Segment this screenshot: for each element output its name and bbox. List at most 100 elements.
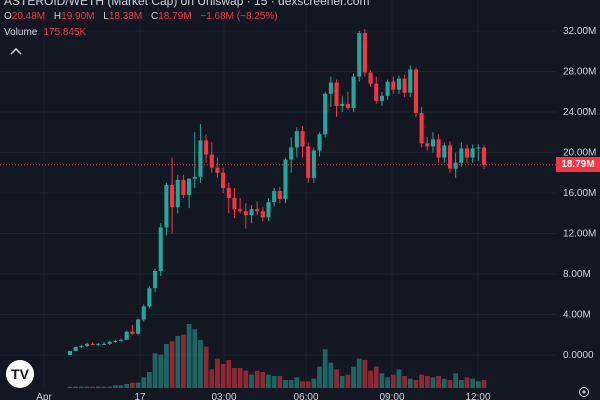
candle-body bbox=[368, 72, 373, 84]
ohlc-legend: O20.48M H19.90M L18.38M C18.79M −1.68M (… bbox=[4, 11, 284, 22]
candle-body bbox=[345, 103, 350, 108]
candle-body bbox=[221, 172, 226, 188]
open-value: 20.48M bbox=[11, 11, 46, 22]
volume-bar bbox=[254, 370, 260, 388]
candle-body bbox=[260, 211, 265, 218]
candle-body bbox=[73, 346, 78, 351]
candle-body bbox=[96, 343, 101, 345]
gear-icon[interactable] bbox=[578, 386, 590, 398]
volume-bar bbox=[147, 372, 152, 388]
candle-body bbox=[147, 288, 152, 307]
candle-body bbox=[436, 139, 441, 158]
candle-body bbox=[476, 147, 481, 149]
tradingview-logo-icon[interactable]: TV bbox=[6, 360, 34, 388]
x-tick-label: 06:00 bbox=[293, 392, 318, 400]
candle-body bbox=[430, 139, 436, 147]
x-tick-label: 17 bbox=[134, 392, 146, 400]
volume-bar bbox=[169, 341, 175, 388]
volume-bar bbox=[300, 381, 305, 388]
candle-body bbox=[402, 78, 407, 93]
candle-body bbox=[101, 343, 107, 345]
open-label: O bbox=[4, 11, 12, 22]
y-tick-label: 24.00M bbox=[563, 107, 596, 118]
volume-bar bbox=[73, 386, 79, 388]
candle-body bbox=[255, 209, 260, 212]
candle-body bbox=[306, 146, 311, 178]
x-tick-label: 12:00 bbox=[465, 392, 490, 400]
candle-body bbox=[396, 78, 401, 90]
volume-bar bbox=[141, 377, 147, 388]
candle-body bbox=[198, 140, 203, 177]
candle-body bbox=[192, 176, 197, 179]
x-tick-label: 03:00 bbox=[211, 392, 236, 400]
close-value: 18.79M bbox=[158, 11, 192, 22]
low-value: 18.38M bbox=[108, 11, 143, 22]
candle-body bbox=[164, 184, 169, 228]
volume-bar bbox=[277, 376, 283, 388]
candle-body bbox=[84, 343, 90, 346]
volume-bar bbox=[345, 374, 351, 388]
candle-body bbox=[79, 345, 84, 347]
volume-bar bbox=[192, 329, 198, 388]
volume-bar bbox=[356, 358, 362, 388]
volume-bar bbox=[441, 378, 447, 388]
candle-body bbox=[419, 113, 424, 144]
x-tick-label: 09:00 bbox=[379, 392, 404, 400]
candle-body bbox=[425, 143, 430, 147]
volume-bar bbox=[198, 340, 203, 388]
candle-body bbox=[374, 83, 379, 101]
y-tick-label: 16.00M bbox=[563, 188, 596, 199]
volume-bar bbox=[220, 364, 226, 388]
volume-bar bbox=[294, 377, 300, 388]
volume-bar bbox=[305, 381, 311, 388]
low-label: L bbox=[103, 11, 109, 22]
candle-body bbox=[442, 145, 447, 158]
volume-bar bbox=[396, 369, 402, 388]
y-tick-label: 32.00M bbox=[563, 26, 596, 37]
x-tick-label: Apr bbox=[36, 392, 52, 400]
volume-bar bbox=[311, 378, 317, 388]
volume-bar bbox=[475, 381, 481, 388]
volume-bar bbox=[464, 377, 470, 388]
candle-body bbox=[67, 350, 73, 355]
volume-bar bbox=[186, 324, 192, 388]
close-label: C bbox=[151, 11, 159, 22]
volume-bar bbox=[447, 380, 453, 388]
volume-bar bbox=[249, 374, 254, 388]
volume-bar bbox=[237, 368, 243, 388]
volume-bar bbox=[317, 366, 322, 388]
y-tick-label: 20.00M bbox=[563, 148, 596, 159]
volume-bar bbox=[339, 376, 345, 388]
volume-bar bbox=[226, 360, 232, 388]
candle-body bbox=[385, 81, 390, 96]
y-tick-label: 8.00M bbox=[563, 269, 591, 280]
candle-body bbox=[175, 179, 180, 208]
chevron-up-icon[interactable] bbox=[6, 44, 26, 58]
candle-body bbox=[447, 145, 453, 169]
candle-body bbox=[209, 154, 214, 168]
x-axis-ticks: Apr 17 03:00 06:00 09:00 12:00 bbox=[36, 392, 491, 400]
candle-body bbox=[170, 184, 175, 208]
candle-body bbox=[391, 81, 396, 90]
volume-bar bbox=[402, 376, 407, 388]
volume-bar bbox=[266, 374, 271, 388]
candle-body bbox=[107, 341, 112, 344]
candle-body bbox=[464, 148, 470, 158]
volume-bar bbox=[175, 336, 181, 388]
y-tick-label: 12.00M bbox=[563, 229, 596, 240]
volume-bar bbox=[322, 349, 328, 388]
volume-value: 175.845K bbox=[43, 27, 87, 38]
candle-body bbox=[408, 69, 413, 93]
volume-legend: Volume 175.845K bbox=[4, 27, 86, 38]
last-price-tag: 18.79M bbox=[556, 157, 600, 172]
volume-bar bbox=[152, 353, 158, 388]
candle-body bbox=[289, 147, 294, 160]
change-value: −1.68M (−8.25%) bbox=[200, 11, 278, 22]
candle-body bbox=[357, 33, 362, 77]
volume-bar bbox=[458, 380, 464, 388]
volume-bar bbox=[436, 376, 442, 388]
volume-bar bbox=[90, 386, 96, 388]
volume-bar bbox=[112, 385, 118, 388]
